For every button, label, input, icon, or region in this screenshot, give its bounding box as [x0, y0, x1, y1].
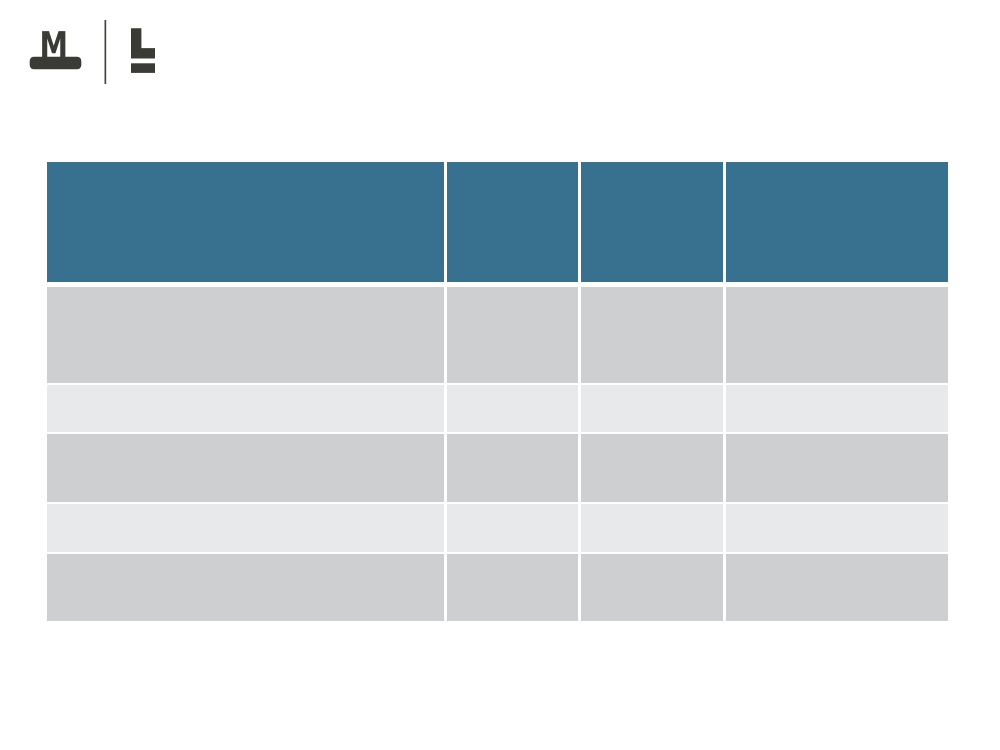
- table-cell: [447, 385, 578, 432]
- table-header-row: [47, 162, 948, 282]
- table-cell: [581, 554, 723, 621]
- logo-graphic: M: [29, 20, 155, 84]
- table-row: [47, 434, 948, 502]
- table-cell: [447, 554, 578, 621]
- table-cell: [581, 434, 723, 502]
- data-table: [47, 162, 948, 621]
- table-row: [47, 385, 948, 432]
- table-cell: [47, 385, 444, 432]
- table-cell: [726, 554, 948, 621]
- table-cell: [726, 385, 948, 432]
- logo-l-glyph: [131, 28, 155, 59]
- table-cell: [726, 504, 948, 552]
- table-cell: [581, 287, 723, 383]
- table-cell: [47, 504, 444, 552]
- logo-l-underline: [131, 63, 155, 73]
- table-cell: [581, 385, 723, 432]
- header-cell: [726, 162, 948, 282]
- table-cell: [726, 434, 948, 502]
- table-cell: [47, 287, 444, 383]
- table-cell: [447, 434, 578, 502]
- table-cell: [47, 434, 444, 502]
- header-cell: [447, 162, 578, 282]
- table-cell: [581, 504, 723, 552]
- table-cell: [447, 287, 578, 383]
- logo: M: [28, 18, 158, 88]
- table-row: [47, 504, 948, 552]
- table-cell: [47, 554, 444, 621]
- table-row: [47, 287, 948, 383]
- table-cell: [447, 504, 578, 552]
- table-cell: [726, 287, 948, 383]
- logo-divider: [104, 20, 107, 84]
- logo-pedestal: [29, 56, 82, 70]
- table-row: [47, 554, 948, 621]
- header-cell: [581, 162, 723, 282]
- header-cell: [47, 162, 444, 282]
